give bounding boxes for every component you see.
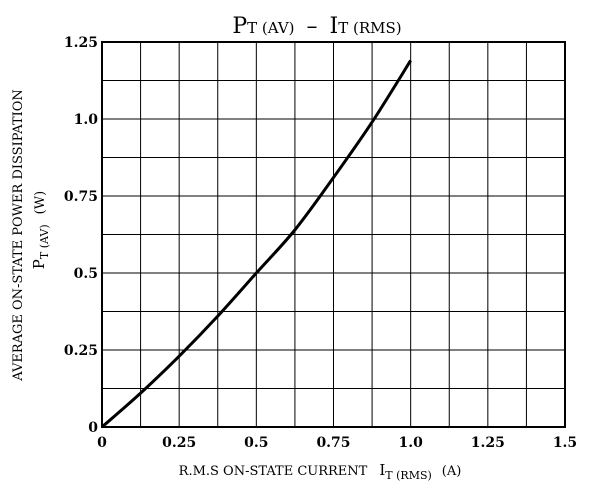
y-tick-label: 0.75	[64, 189, 98, 205]
y-tick-label: 0	[88, 420, 98, 436]
plot-frame	[101, 41, 566, 428]
y-tick-label: 1.25	[64, 35, 98, 51]
x-tick-label: 1.5	[553, 435, 577, 451]
x-tick-label: 1.25	[471, 435, 505, 451]
chart-title: PT (AV) – IT (RMS)	[232, 14, 401, 39]
series	[101, 59, 412, 429]
x-axis-label: R.M.S ON-STATE CURRENT IT (RMS) (A)	[179, 461, 462, 482]
grid	[102, 42, 565, 427]
x-tick-label: 0	[97, 435, 107, 451]
y-tick-label: 1.0	[74, 112, 99, 128]
x-tick-label: 1.0	[398, 435, 423, 451]
x-tick-label: 0.25	[162, 435, 196, 451]
x-tick-label: 0.75	[316, 435, 350, 451]
y-tick-label: 0.25	[64, 343, 98, 359]
series-line	[101, 59, 412, 429]
y-axis-label: AVERAGE ON-STATE POWER DISSIPATION	[11, 89, 26, 382]
y-axis-symbol: PT (AV)(W)	[30, 191, 51, 269]
y-tick-label: 0.5	[74, 266, 98, 282]
tick-labels: 0 0.25 0.5 0.75 1.0 1.25 1.5 0 0.25 0.5 0.75 1.0 1.2…	[64, 35, 577, 451]
x-tick-label: 0.5	[244, 435, 268, 451]
